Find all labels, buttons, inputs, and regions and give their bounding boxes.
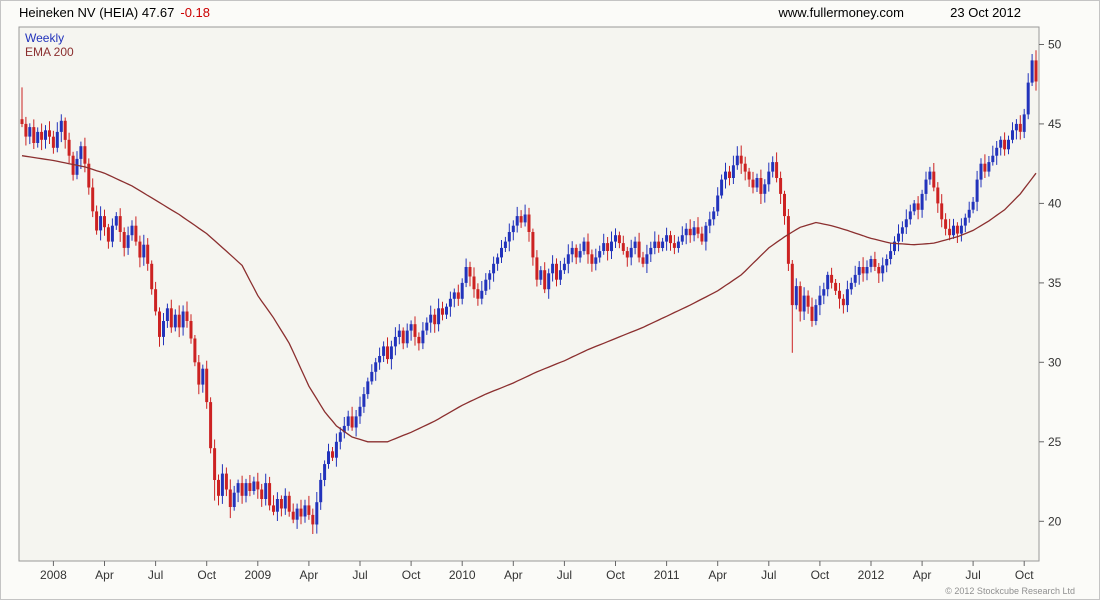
- x-tick-label: Apr: [708, 568, 727, 582]
- x-tick-label: Jul: [557, 568, 572, 582]
- x-tick-label: 2011: [654, 568, 680, 582]
- plot-area: [18, 26, 1040, 562]
- x-tick-label: Oct: [1015, 568, 1034, 582]
- x-tick-label: Jul: [965, 568, 980, 582]
- x-axis: 2008 Apr Jul Oct 2009 Apr Jul Oct 2010 Apr Jul Oct 2…: [40, 561, 1034, 582]
- x-tick-label: Apr: [95, 568, 114, 582]
- y-tick-label: 45: [1048, 117, 1062, 131]
- x-tick-label: 2008: [40, 568, 67, 582]
- x-tick-label: Oct: [811, 568, 830, 582]
- x-tick-label: 2010: [449, 568, 476, 582]
- y-tick-label: 40: [1048, 196, 1062, 210]
- x-tick-label: Jul: [352, 568, 367, 582]
- x-tick-label: Oct: [197, 568, 216, 582]
- y-axis: 20 25 30 35 40 45 50: [1039, 38, 1062, 528]
- x-tick-label: Oct: [402, 568, 421, 582]
- x-tick-label: Jul: [148, 568, 163, 582]
- y-tick-label: 35: [1048, 276, 1062, 290]
- chart-date: 23 Oct 2012: [950, 5, 1021, 20]
- x-tick-label: Oct: [606, 568, 625, 582]
- x-tick-label: Apr: [504, 568, 523, 582]
- instrument-title: Heineken NV (HEIA) 47.67: [19, 5, 175, 20]
- x-tick-label: Apr: [300, 568, 319, 582]
- header: Heineken NV (HEIA) 47.67 -0.18 www.fuller…: [1, 1, 1099, 26]
- legend-ema-200-label: EMA 200: [25, 45, 74, 59]
- x-tick-label: Jul: [761, 568, 776, 582]
- candles: [20, 50, 1038, 534]
- instrument-title-group: Heineken NV (HEIA) 47.67 -0.18: [19, 5, 210, 20]
- y-tick-label: 25: [1048, 435, 1062, 449]
- x-tick-label: 2009: [244, 568, 271, 582]
- copyright: © 2012 Stockcube Research Ltd: [945, 586, 1075, 596]
- y-tick-label: 50: [1048, 38, 1062, 52]
- y-tick-label: 30: [1048, 355, 1062, 369]
- ema-line: [21, 155, 1037, 443]
- site-url: www.fullermoney.com: [778, 5, 904, 20]
- x-tick-label: Apr: [913, 568, 932, 582]
- x-tick-label: 2012: [858, 568, 885, 582]
- price-change: -0.18: [180, 5, 210, 20]
- legend-weekly-label: Weekly: [25, 31, 65, 45]
- y-tick-label: 20: [1048, 514, 1062, 528]
